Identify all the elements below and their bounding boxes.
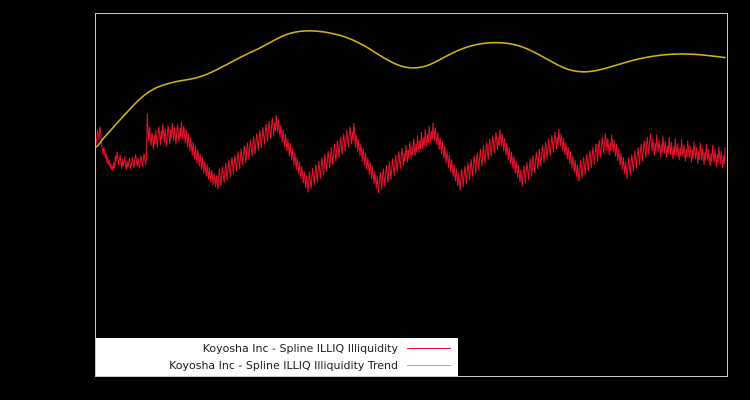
plot-area — [95, 13, 728, 377]
series-line-illiquidity-trend — [96, 31, 725, 147]
legend-entry-illiquidity: Koyosha Inc - Spline ILLIQ Illiquidity — [97, 340, 457, 357]
y-axis-labels: 1000000001000000010000001000001000010001… — [0, 0, 90, 400]
legend-entry-illiquidity-trend: Koyosha Inc - Spline ILLIQ Illiquidity T… — [97, 357, 457, 374]
chart-legend: Koyosha Inc - Spline ILLIQ Illiquidity K… — [96, 338, 458, 376]
legend-label-illiquidity: Koyosha Inc - Spline ILLIQ Illiquidity — [202, 342, 398, 355]
plot-svg — [96, 14, 727, 376]
legend-label-illiquidity-trend: Koyosha Inc - Spline ILLIQ Illiquidity T… — [169, 359, 398, 372]
legend-swatch-illiquidity-trend — [407, 365, 451, 366]
series-line-illiquidity — [96, 113, 725, 193]
legend-swatch-illiquidity — [407, 348, 451, 349]
